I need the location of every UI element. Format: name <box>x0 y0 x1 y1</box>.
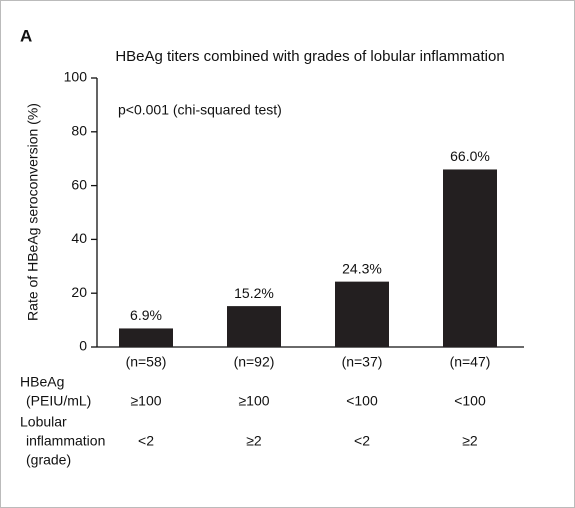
y-tick-label: 40 <box>71 230 87 246</box>
chart-title: HBeAg titers combined with grades of lob… <box>115 48 504 65</box>
x-tick-label: (n=58) <box>126 354 167 370</box>
bar <box>227 306 281 347</box>
row-cell: ≥100 <box>130 393 161 409</box>
value-label: 6.9% <box>130 307 162 323</box>
y-tick-label: 80 <box>71 123 87 139</box>
row-label: Lobular <box>20 414 67 430</box>
row-cell: ≥100 <box>238 393 269 409</box>
row-label: (PEIU/mL) <box>26 393 91 409</box>
row-label: HBeAg <box>20 374 64 390</box>
row-cell: <100 <box>454 393 486 409</box>
y-tick-label: 0 <box>79 338 87 354</box>
bar <box>443 169 497 347</box>
row-cell: <2 <box>138 433 154 449</box>
value-label: 15.2% <box>234 285 274 301</box>
bar <box>335 281 389 347</box>
y-tick-label: 60 <box>71 176 87 192</box>
row-cell: ≥2 <box>246 433 262 449</box>
bar <box>119 328 173 347</box>
x-tick-label: (n=37) <box>342 354 383 370</box>
row-cell: <2 <box>354 433 370 449</box>
row-label: inflammation <box>26 433 105 449</box>
x-tick-label: (n=92) <box>234 354 275 370</box>
y-tick-label: 100 <box>64 69 88 85</box>
value-label: 24.3% <box>342 260 382 276</box>
y-tick-label: 20 <box>71 284 87 300</box>
row-cell: <100 <box>346 393 378 409</box>
value-label: 66.0% <box>450 148 490 164</box>
row-label: (grade) <box>26 452 71 468</box>
x-tick-label: (n=47) <box>450 354 491 370</box>
y-axis-label: Rate of HBeAg seroconversion (%) <box>25 103 41 321</box>
annotation: p<0.001 (chi-squared test) <box>118 102 282 118</box>
row-cell: ≥2 <box>462 433 478 449</box>
panel-label: A <box>20 26 32 45</box>
